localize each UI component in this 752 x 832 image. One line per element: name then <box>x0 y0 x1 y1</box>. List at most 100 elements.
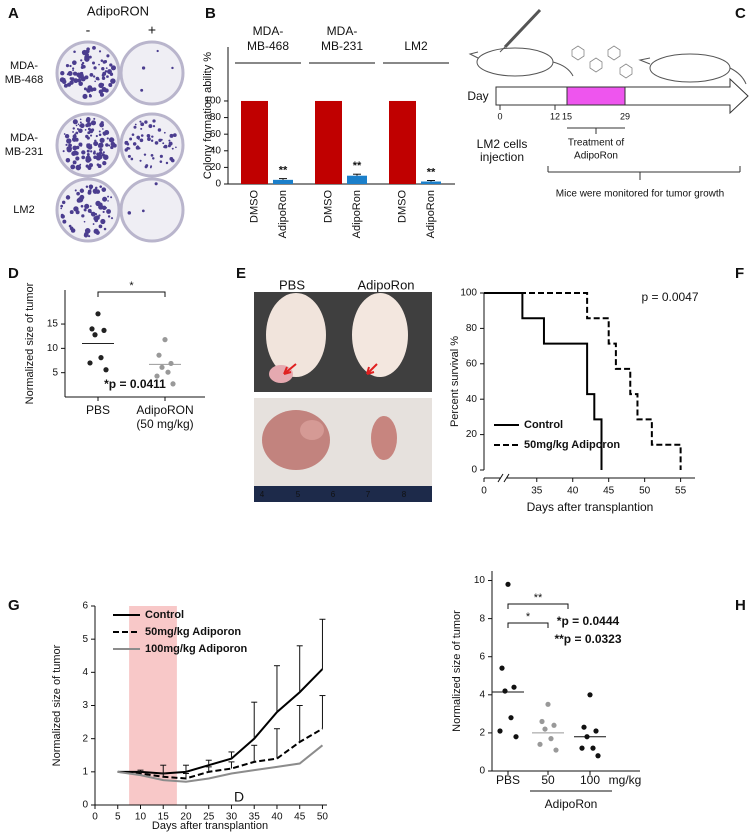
colony <box>94 80 96 83</box>
colony <box>73 206 79 212</box>
colony <box>159 160 163 163</box>
colony <box>93 66 97 70</box>
x-tick-label: 35 <box>249 812 261 823</box>
colony <box>109 63 113 67</box>
colony <box>86 88 90 92</box>
y-tick-label: 100 <box>204 96 221 107</box>
colony <box>76 127 79 130</box>
y-tick-label: 5 <box>82 634 88 645</box>
timeline <box>495 77 749 180</box>
colony <box>74 189 77 192</box>
colony <box>141 209 145 213</box>
colony <box>64 133 70 139</box>
colony <box>79 118 82 121</box>
colony <box>90 150 93 153</box>
colony <box>88 163 93 168</box>
colony <box>99 147 103 152</box>
x-tick-label: 20 <box>180 812 192 823</box>
colony <box>131 133 135 137</box>
colony <box>100 218 106 225</box>
bracket <box>97 291 166 297</box>
y-tick-label: 40 <box>466 394 478 405</box>
colony <box>79 123 85 129</box>
colony <box>102 131 107 136</box>
colony <box>67 70 73 76</box>
y-tick-label: 8 <box>479 613 485 624</box>
colony <box>66 146 71 151</box>
colony <box>133 125 137 129</box>
colony <box>69 210 74 215</box>
x-tick-label: 40 <box>567 486 579 497</box>
colony <box>141 66 146 70</box>
y-tick-label: 0 <box>471 465 477 476</box>
y-tick-label: 4 <box>479 689 485 700</box>
x-axis-label: Days after transplantion <box>527 500 654 514</box>
colony <box>140 134 144 137</box>
colony <box>89 88 92 91</box>
colony <box>89 210 92 214</box>
colony <box>127 154 131 158</box>
colony <box>126 146 130 150</box>
group-label: MB-231 <box>321 39 363 53</box>
x-tick-label: 0 <box>481 486 487 497</box>
colony <box>85 157 91 163</box>
colony <box>145 164 149 168</box>
colony <box>81 61 85 65</box>
colony <box>79 124 81 127</box>
colony <box>95 134 98 138</box>
x-tick-label: 25 <box>203 812 215 823</box>
colony <box>110 217 114 220</box>
colony <box>80 204 84 208</box>
colony <box>102 151 105 154</box>
colony <box>96 156 99 160</box>
colony <box>73 78 79 84</box>
colony <box>148 124 153 129</box>
colony <box>95 189 101 194</box>
x-tick-label: AdipoRon <box>425 190 437 238</box>
x-tick-label: 15 <box>158 812 170 823</box>
y-tick-label: 60 <box>210 129 222 140</box>
series-line <box>117 668 324 775</box>
colony <box>87 127 91 131</box>
significance: * <box>129 280 134 292</box>
dot <box>87 360 93 366</box>
group-label: MDA- <box>327 24 358 38</box>
colony <box>106 75 109 78</box>
legend-label: Control <box>145 609 184 621</box>
colony <box>68 143 72 148</box>
colony <box>165 161 169 165</box>
legend-label: 50mg/kg Adiporon <box>524 439 620 451</box>
colony <box>93 228 99 234</box>
x-tick-label: PBS <box>496 773 520 787</box>
group-label: LM2 <box>404 39 428 53</box>
panel-label: B <box>205 5 216 22</box>
colony <box>93 216 99 221</box>
x-tick-label: PBS <box>86 403 110 417</box>
significance: ** <box>279 165 288 177</box>
colony <box>132 142 137 146</box>
dot <box>511 684 517 690</box>
axis-label: Day <box>467 89 488 103</box>
colony <box>63 83 68 88</box>
panel-label: G <box>8 597 20 614</box>
molecule <box>571 45 633 79</box>
y-tick-label: 0 <box>479 766 485 777</box>
colony <box>98 63 100 66</box>
colony <box>152 157 155 160</box>
colony <box>98 142 104 148</box>
photo-mice <box>254 292 432 392</box>
colony <box>97 78 100 81</box>
colony <box>106 54 110 58</box>
colony <box>79 188 85 193</box>
y-tick-label: 20 <box>466 429 478 440</box>
colony <box>78 72 84 79</box>
colony <box>151 135 154 138</box>
colony <box>87 143 91 147</box>
day-label: 12 <box>550 111 560 121</box>
row-label: MDA- <box>10 132 38 144</box>
colony <box>77 78 82 83</box>
colony <box>85 185 89 188</box>
colony <box>61 79 67 84</box>
